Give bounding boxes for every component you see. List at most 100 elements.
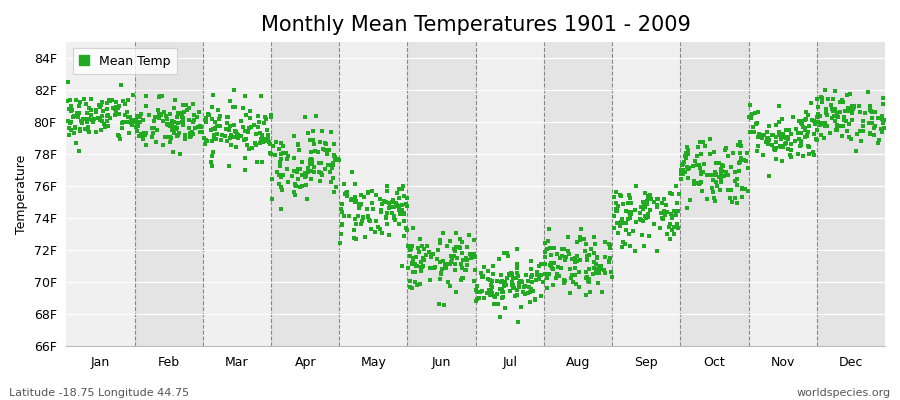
Point xyxy=(118,101,132,107)
Point xyxy=(135,117,149,123)
Point xyxy=(94,102,108,108)
Point xyxy=(814,119,829,126)
Point xyxy=(274,140,289,146)
Point xyxy=(502,288,517,294)
Point xyxy=(111,132,125,138)
Point xyxy=(392,204,406,210)
Point xyxy=(524,274,538,280)
Point xyxy=(410,262,424,269)
Point xyxy=(82,105,96,111)
Point xyxy=(223,135,238,141)
Point xyxy=(796,152,811,159)
Point xyxy=(239,142,254,148)
Point xyxy=(333,240,347,246)
Point xyxy=(487,301,501,307)
Point xyxy=(302,136,317,143)
Point xyxy=(830,110,844,116)
Point xyxy=(137,130,151,136)
Point xyxy=(273,163,287,170)
Point xyxy=(406,225,420,232)
Point xyxy=(294,183,309,189)
Point xyxy=(710,183,724,189)
Point xyxy=(771,119,786,126)
Point xyxy=(501,271,516,277)
Point xyxy=(623,213,637,220)
Point xyxy=(642,233,656,239)
Point xyxy=(287,182,302,188)
Point xyxy=(508,285,522,292)
Point xyxy=(699,196,714,203)
Point xyxy=(162,120,176,127)
Point xyxy=(400,227,414,233)
Point xyxy=(341,213,356,220)
Point xyxy=(651,196,665,202)
Point xyxy=(650,204,664,210)
Point xyxy=(238,112,253,118)
Point xyxy=(724,199,739,205)
Point xyxy=(80,110,94,116)
Point xyxy=(68,140,83,146)
Point xyxy=(628,207,643,213)
Point xyxy=(276,150,291,157)
Point xyxy=(716,172,731,179)
Point xyxy=(95,118,110,124)
Point xyxy=(94,127,109,133)
Point xyxy=(242,115,256,121)
Point xyxy=(817,135,832,141)
Point xyxy=(667,231,681,237)
Point xyxy=(62,120,77,126)
Point xyxy=(862,106,877,113)
Point xyxy=(622,208,636,215)
Point xyxy=(838,108,852,114)
Point xyxy=(167,97,182,103)
Point xyxy=(89,108,104,115)
Point xyxy=(169,125,184,131)
Point xyxy=(554,265,569,271)
Point xyxy=(90,114,104,121)
Point xyxy=(366,206,381,212)
Point xyxy=(140,102,154,109)
Point xyxy=(738,186,752,192)
Point xyxy=(305,156,320,163)
Point xyxy=(238,128,252,134)
Point xyxy=(558,278,572,284)
Point xyxy=(876,116,890,122)
Point xyxy=(101,111,115,118)
Point xyxy=(454,238,469,245)
Point xyxy=(63,96,77,103)
Point xyxy=(424,254,438,260)
Point xyxy=(373,226,387,232)
Point xyxy=(590,254,604,261)
Point xyxy=(314,170,328,176)
Point xyxy=(109,108,123,114)
Point xyxy=(382,204,396,211)
Bar xyxy=(408,42,476,346)
Point xyxy=(745,111,760,117)
Point xyxy=(662,221,677,227)
Point xyxy=(266,196,280,202)
Point xyxy=(732,160,746,166)
Point xyxy=(616,201,630,208)
Point xyxy=(206,126,220,132)
Point xyxy=(475,273,490,280)
Point xyxy=(351,213,365,219)
Point xyxy=(187,117,202,124)
Point xyxy=(756,152,770,158)
Point xyxy=(778,127,793,133)
Point xyxy=(328,155,342,162)
Point xyxy=(446,256,460,262)
Point xyxy=(520,290,535,296)
Point xyxy=(598,254,613,260)
Point xyxy=(245,145,259,151)
Point xyxy=(319,141,333,147)
Point xyxy=(162,134,176,140)
Point xyxy=(344,197,358,203)
Point xyxy=(497,250,511,256)
Point xyxy=(170,114,184,120)
Point xyxy=(660,231,674,238)
Point xyxy=(130,114,144,120)
Point xyxy=(387,213,401,219)
Title: Monthly Mean Temperatures 1901 - 2009: Monthly Mean Temperatures 1901 - 2009 xyxy=(261,15,690,35)
Point xyxy=(498,278,512,285)
Point xyxy=(514,278,528,284)
